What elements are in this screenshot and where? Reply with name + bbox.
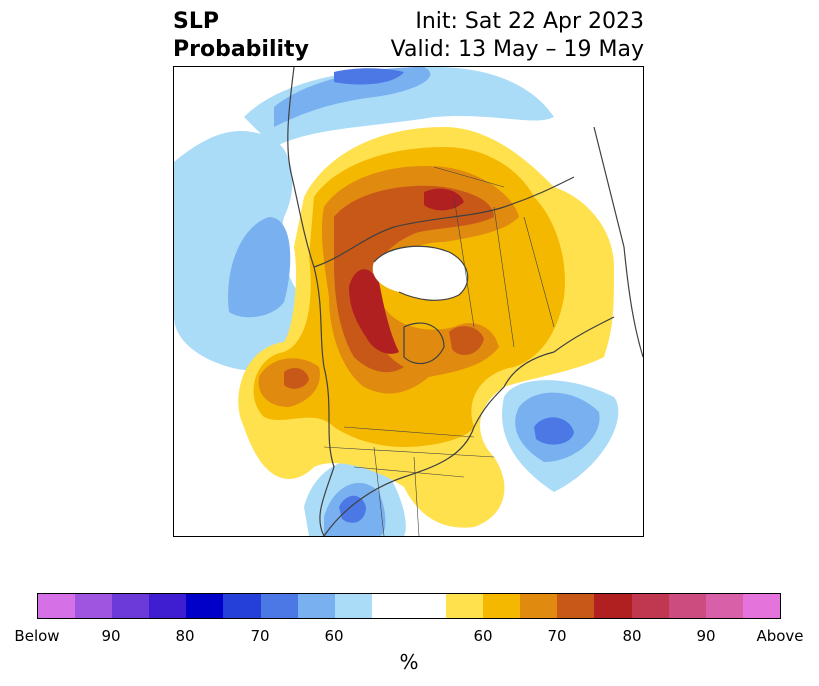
colorbar-segment (223, 594, 261, 618)
warm-region-red-north (424, 188, 464, 211)
colorbar-segment (149, 594, 187, 618)
warm-region-burnt-west (284, 367, 309, 389)
colorbar-segment (668, 594, 706, 618)
colorbar-tick-above-80: 80 (622, 627, 642, 645)
colorbar-units-label: % (399, 650, 419, 674)
init-date-label: Init: Sat 22 Apr 2023 (415, 9, 644, 34)
colorbar-segment (557, 594, 595, 618)
colorbar-segment (705, 594, 743, 618)
map-canvas (174, 67, 643, 536)
warm-region-red (349, 269, 399, 354)
blue-region-atlantic-deep (534, 417, 574, 445)
warm-region-burnt-east (449, 326, 484, 355)
arctic-ocean-neutral (372, 246, 468, 301)
colorbar-segment (631, 594, 669, 618)
colorbar-tick-below-70: 70 (250, 627, 270, 645)
colorbar-segment (334, 594, 372, 618)
polar-map (173, 66, 644, 537)
colorbar-segment (112, 594, 150, 618)
chart-title-right: Init: Sat 22 Apr 2023 Valid: 13 May – 19… (391, 8, 644, 64)
warm-region-burnt (334, 185, 494, 373)
borders (323, 166, 555, 536)
valid-range-label: Valid: 13 May – 19 May (390, 37, 644, 62)
colorbar-segment (186, 594, 224, 618)
blue-region-pacific-core (228, 217, 291, 318)
colorbar-segment (520, 594, 558, 618)
colorbar-tick-below: Below (14, 627, 60, 645)
colorbar-tick-below-90: 90 (101, 627, 121, 645)
chart-title-left: SLP Probability (173, 8, 309, 64)
colorbar-tick-below-80: 80 (175, 627, 195, 645)
colorbar-segment (742, 594, 780, 618)
blue-region-arctic-top-core (274, 67, 431, 127)
colorbar (37, 593, 781, 619)
title-line-slp: SLP (173, 9, 219, 34)
colorbar-tick-above-90: 90 (696, 627, 716, 645)
colorbar-segment (260, 594, 298, 618)
colorbar-segment (408, 594, 447, 618)
blue-region-arctic-top-deep (334, 68, 404, 85)
colorbar-segment (38, 594, 76, 618)
colorbar-segment (75, 594, 113, 618)
colorbar-segment (483, 594, 521, 618)
colorbar-segment (446, 594, 484, 618)
title-line-probability: Probability (173, 37, 309, 62)
colorbar-tick-above: Above (756, 627, 804, 645)
colorbar-tick-above-60: 60 (473, 627, 493, 645)
coastlines (287, 67, 643, 536)
blue-region-southwest-us-deep (339, 495, 366, 523)
colorbar-segment (594, 594, 632, 618)
colorbar-tick-above-70: 70 (547, 627, 567, 645)
colorbar-segment (371, 594, 409, 618)
colorbar-segment (297, 594, 335, 618)
colorbar-tick-below-60: 60 (324, 627, 344, 645)
